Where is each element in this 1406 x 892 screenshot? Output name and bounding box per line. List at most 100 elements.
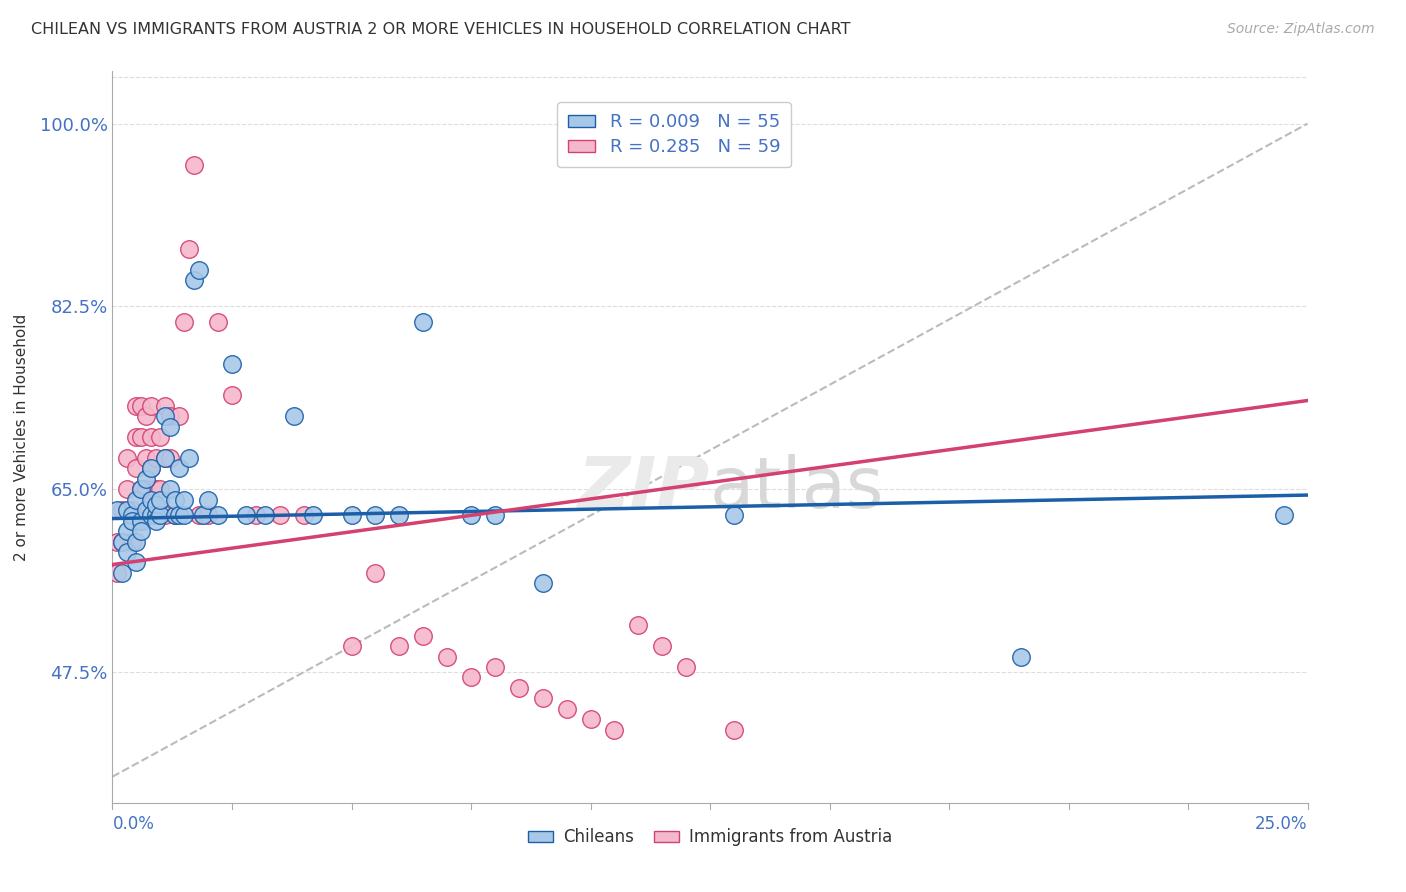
Point	[675, 660, 697, 674]
Point	[153, 399, 176, 413]
Point	[1010, 649, 1032, 664]
Point	[115, 483, 138, 497]
Point	[207, 315, 229, 329]
Point	[129, 430, 152, 444]
Point	[169, 409, 191, 424]
Point	[187, 508, 209, 523]
Point	[115, 524, 138, 538]
Point	[193, 508, 215, 523]
Point	[129, 514, 152, 528]
Point	[135, 503, 157, 517]
Point	[149, 492, 172, 507]
Point	[187, 263, 209, 277]
Point	[115, 450, 138, 465]
Point	[139, 430, 162, 444]
Point	[139, 492, 162, 507]
Point	[484, 508, 506, 523]
Point	[283, 409, 305, 424]
Point	[163, 492, 186, 507]
Point	[183, 273, 205, 287]
Point	[121, 514, 143, 528]
Legend: Chileans, Immigrants from Austria: Chileans, Immigrants from Austria	[522, 822, 898, 853]
Point	[364, 508, 387, 523]
Point	[149, 430, 172, 444]
Point	[129, 483, 152, 497]
Point	[412, 315, 434, 329]
Point	[159, 419, 181, 434]
Point	[159, 483, 181, 497]
Point	[177, 242, 200, 256]
Point	[412, 629, 434, 643]
Point	[221, 388, 243, 402]
Point	[129, 524, 152, 538]
Point	[1272, 508, 1295, 523]
Point	[627, 618, 650, 632]
Point	[183, 158, 205, 172]
Point	[173, 508, 195, 523]
Point	[153, 450, 176, 465]
Point	[163, 508, 186, 523]
Point	[145, 514, 167, 528]
Point	[169, 508, 191, 523]
Point	[121, 508, 143, 523]
Point	[145, 508, 167, 523]
Point	[388, 508, 411, 523]
Point	[436, 649, 458, 664]
Point	[139, 461, 162, 475]
Point	[254, 508, 277, 523]
Point	[173, 492, 195, 507]
Point	[115, 545, 138, 559]
Point	[302, 508, 325, 523]
Point	[484, 660, 506, 674]
Point	[723, 723, 745, 737]
Point	[149, 508, 172, 523]
Point	[125, 492, 148, 507]
Point	[135, 450, 157, 465]
Point	[159, 450, 181, 465]
Point	[723, 508, 745, 523]
Point	[105, 566, 128, 580]
Point	[207, 508, 229, 523]
Point	[125, 430, 148, 444]
Point	[149, 483, 172, 497]
Y-axis label: 2 or more Vehicles in Household: 2 or more Vehicles in Household	[14, 313, 28, 561]
Point	[340, 508, 363, 523]
Point	[651, 639, 673, 653]
Point	[163, 508, 186, 523]
Point	[245, 508, 267, 523]
Point	[129, 483, 152, 497]
Point	[531, 576, 554, 591]
Point	[105, 534, 128, 549]
Point	[105, 503, 128, 517]
Point	[153, 508, 176, 523]
Point	[125, 556, 148, 570]
Point	[460, 670, 482, 684]
Point	[111, 566, 134, 580]
Point	[555, 702, 578, 716]
Point	[121, 534, 143, 549]
Text: CHILEAN VS IMMIGRANTS FROM AUSTRIA 2 OR MORE VEHICLES IN HOUSEHOLD CORRELATION C: CHILEAN VS IMMIGRANTS FROM AUSTRIA 2 OR …	[31, 22, 851, 37]
Point	[197, 508, 219, 523]
Point	[235, 508, 257, 523]
Point	[135, 409, 157, 424]
Point	[340, 639, 363, 653]
Point	[197, 492, 219, 507]
Point	[111, 503, 134, 517]
Point	[221, 357, 243, 371]
Point	[508, 681, 530, 695]
Point	[579, 712, 602, 726]
Text: atlas: atlas	[710, 454, 884, 523]
Point	[125, 534, 148, 549]
Point	[153, 450, 176, 465]
Point	[111, 534, 134, 549]
Point	[173, 315, 195, 329]
Point	[531, 691, 554, 706]
Point	[139, 461, 162, 475]
Point	[159, 409, 181, 424]
Point	[388, 639, 411, 653]
Point	[145, 498, 167, 512]
Point	[364, 566, 387, 580]
Point	[125, 461, 148, 475]
Text: 0.0%: 0.0%	[112, 815, 155, 833]
Point	[129, 514, 152, 528]
